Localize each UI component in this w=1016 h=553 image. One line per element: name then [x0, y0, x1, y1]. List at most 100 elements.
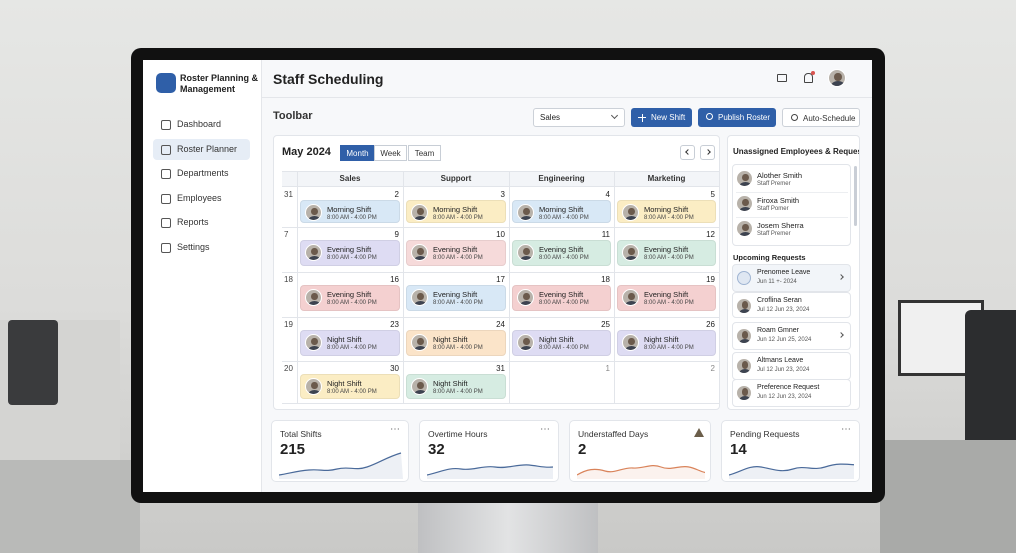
request-item[interactable]: Prenomee Leave Jun 11 +- 2024	[732, 264, 851, 292]
avatar-body	[738, 181, 752, 186]
avatar-head	[741, 301, 749, 309]
avatar-head	[741, 361, 749, 369]
shift-name: Evening Shift	[539, 245, 584, 254]
request-item[interactable]: Croflina Seran Jul 12 Jun 23, 2024	[732, 292, 851, 318]
avatar-body	[519, 345, 533, 350]
nav-item[interactable]: Departments	[177, 168, 229, 179]
avatar-head	[523, 247, 530, 256]
day-number: 3	[500, 190, 505, 199]
shift-card[interactable]: Evening Shift 8:00 AM - 4:00 PM	[406, 285, 506, 311]
avatar	[517, 244, 534, 261]
nav-item[interactable]: Roster Planner	[177, 143, 238, 154]
requests-title: Upcoming Requests	[733, 253, 806, 262]
avatar-head	[311, 292, 318, 301]
header-divider	[262, 97, 872, 98]
shift-time: 8:00 AM - 4:00 PM	[644, 300, 694, 306]
nav-icon	[161, 193, 171, 204]
shift-card[interactable]: Evening Shift 8:00 AM - 4:00 PM	[512, 240, 611, 266]
avatar-head	[417, 292, 424, 301]
shift-card[interactable]: Night Shift 8:00 AM - 4:00 PM	[617, 330, 716, 356]
avatar	[736, 170, 753, 187]
shift-time: 8:00 AM - 4:00 PM	[433, 389, 483, 395]
avatar-head	[741, 388, 749, 396]
avatar-body	[413, 255, 427, 260]
view-tab[interactable]: Month	[340, 145, 375, 161]
requests-panel: Unassigned Employees & Requests Alother S…	[727, 135, 860, 410]
avatar-head	[628, 337, 635, 346]
bell-icon[interactable]	[804, 73, 813, 83]
toolbar-button[interactable]: New Shift	[631, 108, 692, 127]
request-date: Jun 11 +- 2024	[757, 279, 797, 285]
stat-value: 32	[428, 441, 445, 458]
request-title: Roam Gmner	[757, 327, 800, 334]
shift-card[interactable]: Night Shift 8:00 AM - 4:00 PM	[300, 374, 400, 399]
shift-time: 8:00 AM - 4:00 PM	[644, 255, 694, 261]
day-number: 17	[496, 275, 505, 284]
view-tab[interactable]: Week	[374, 145, 407, 161]
grid-vline	[509, 171, 510, 403]
avatar	[411, 378, 428, 395]
nav-arrow[interactable]	[700, 145, 715, 160]
view-tab[interactable]: Team	[408, 145, 441, 161]
sparkline-area	[729, 464, 854, 479]
avatar-body	[738, 395, 751, 400]
toolbar-button[interactable]: Publish Roster	[698, 108, 776, 127]
month-label: May 2024	[282, 146, 331, 158]
shift-name: Evening Shift	[644, 245, 689, 254]
employee-role: Staff Premer	[757, 231, 791, 237]
more-menu[interactable]: ⋯	[540, 424, 550, 435]
avatar-body	[738, 308, 751, 313]
shift-time: 8:00 AM - 4:00 PM	[539, 255, 589, 261]
avatar-head	[311, 381, 318, 390]
shift-card[interactable]: Evening Shift 8:00 AM - 4:00 PM	[300, 285, 400, 311]
request-item[interactable]: Altmans Leave Jul 12 Jun 23, 2024	[732, 352, 851, 380]
nav-item[interactable]: Reports	[177, 217, 209, 228]
day-number: 19	[706, 275, 715, 284]
shift-card[interactable]: Night Shift 8:00 AM - 4:00 PM	[406, 330, 506, 356]
shift-card[interactable]: Night Shift 8:00 AM - 4:00 PM	[406, 374, 506, 399]
shift-card[interactable]: Night Shift 8:00 AM - 4:00 PM	[512, 330, 611, 356]
sparkline	[427, 464, 553, 479]
toolbar-button[interactable]: Auto-Schedule	[782, 108, 860, 127]
shift-time: 8:00 AM - 4:00 PM	[327, 345, 377, 351]
mail-icon[interactable]	[777, 74, 787, 82]
avatar-head	[417, 247, 424, 256]
employee-list: Alother Smith Staff Premer Firoxa Smith Sta…	[732, 164, 851, 246]
nav-item[interactable]: Dashboard	[177, 119, 222, 129]
more-menu[interactable]: ⋯	[390, 424, 400, 435]
week-number: 7	[284, 230, 289, 239]
sparkline-area	[577, 465, 705, 479]
shift-card[interactable]: Morning Shift 8:00 AM - 4:00 PM	[406, 200, 506, 223]
shift-name: Night Shift	[644, 335, 679, 344]
employee-role: Staff Pomer	[757, 206, 789, 212]
shift-card[interactable]: Morning Shift 8:00 AM - 4:00 PM	[300, 200, 400, 223]
nav-item[interactable]: Settings	[177, 242, 210, 252]
shift-name: Morning Shift	[539, 205, 584, 214]
more-menu[interactable]: ⋯	[841, 424, 851, 435]
avatar	[411, 204, 428, 221]
shift-card[interactable]: Evening Shift 8:00 AM - 4:00 PM	[512, 285, 611, 311]
shift-card[interactable]: Evening Shift 8:00 AM - 4:00 PM	[406, 240, 506, 266]
shift-name: Night Shift	[327, 379, 362, 388]
avatar-body	[307, 255, 321, 260]
shift-card[interactable]: Evening Shift 8:00 AM - 4:00 PM	[300, 240, 400, 266]
avatar-body	[519, 215, 533, 220]
avatar	[622, 334, 639, 351]
shift-card[interactable]: Evening Shift 8:00 AM - 4:00 PM	[617, 240, 716, 266]
shift-card[interactable]: Evening Shift 8:00 AM - 4:00 PM	[617, 285, 716, 311]
shift-time: 8:00 AM - 4:00 PM	[327, 255, 377, 261]
avatar-head	[628, 207, 635, 216]
request-item[interactable]: Preference Request Jun 12 Jun 23, 2024	[732, 379, 851, 407]
department-select[interactable]: Sales	[533, 108, 625, 127]
shift-card[interactable]: Morning Shift 8:00 AM - 4:00 PM	[512, 200, 611, 223]
nav-item[interactable]: Employees	[177, 192, 222, 203]
user-menu[interactable]	[828, 69, 850, 89]
request-item[interactable]: Roam Gmner Jun 12 Jun 25, 2024	[732, 322, 851, 350]
nav-arrow[interactable]	[680, 145, 695, 160]
avatar-body	[738, 368, 751, 373]
shift-card[interactable]: Morning Shift 8:00 AM - 4:00 PM	[617, 200, 716, 223]
sidebar: Roster Planning & Management Dashboard Ros…	[143, 60, 262, 492]
shift-card[interactable]: Night Shift 8:00 AM - 4:00 PM	[300, 330, 400, 356]
shift-name: Evening Shift	[327, 290, 372, 299]
employee-name: Alother Smith	[757, 171, 803, 180]
